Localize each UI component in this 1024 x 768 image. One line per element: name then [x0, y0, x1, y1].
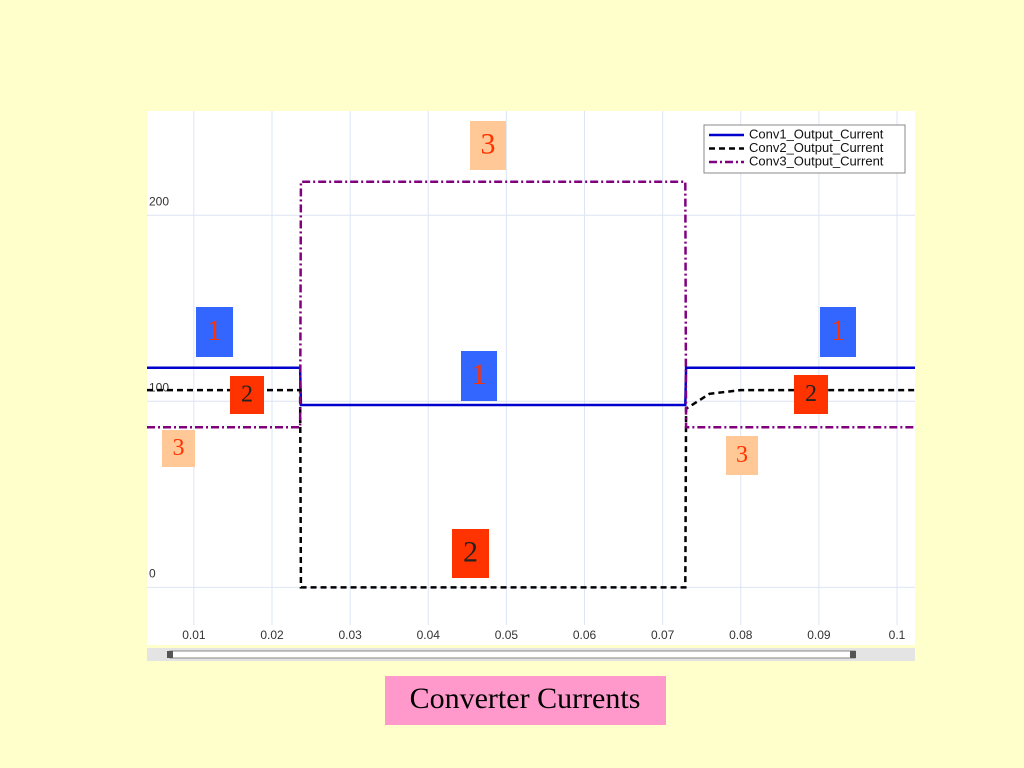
- plot-lines: [147, 180, 915, 589]
- annotation-label: 3: [481, 127, 496, 160]
- annotation-box: [452, 529, 489, 578]
- annotation-box: [470, 121, 506, 170]
- scrollbar: [147, 648, 915, 661]
- series-line: [147, 388, 915, 589]
- annotation-box: [726, 436, 758, 475]
- x-tick-label: 0.06: [573, 628, 597, 642]
- annotation-box: [230, 376, 264, 414]
- caption-box: [385, 676, 666, 725]
- x-tick-label: 0.01: [182, 628, 206, 642]
- annotation-label: 3: [736, 442, 748, 468]
- caption: Converter Currents: [410, 682, 641, 715]
- x-tick-label: 0.03: [338, 628, 362, 642]
- annotation-label: 1: [831, 314, 846, 347]
- legend-label: Conv1_Output_Current: [749, 126, 884, 141]
- x-tick-label: 0.07: [651, 628, 675, 642]
- annotation-label: 1: [207, 314, 222, 347]
- x-tick-label: 0.09: [807, 628, 831, 642]
- annotation-label: 1: [472, 358, 487, 391]
- annotation-label: 2: [463, 535, 478, 568]
- y-tick-label: 100: [149, 380, 169, 394]
- annotation-box: [794, 375, 828, 414]
- x-tick-label: 0.05: [495, 628, 519, 642]
- x-tick-label: 0.02: [260, 628, 284, 642]
- annotation-label: 3: [173, 435, 185, 461]
- annotation-label: 2: [805, 381, 817, 407]
- annotation-box: [820, 307, 856, 357]
- x-tick-label: 0.04: [417, 628, 441, 642]
- x-tick-label: 0.08: [729, 628, 753, 642]
- y-tick-label: 200: [149, 194, 169, 208]
- y-tick-label: 0: [149, 566, 156, 580]
- legend-label: Conv3_Output_Current: [749, 153, 884, 168]
- series-line: [147, 180, 915, 429]
- annotation-box: [461, 351, 497, 401]
- annotation-label: 2: [241, 382, 253, 408]
- plot-area: [147, 111, 915, 645]
- annotation-box: [162, 430, 195, 467]
- x-tick-label: 0.1: [889, 628, 906, 642]
- annotation-box: [196, 307, 233, 357]
- legend: Conv1_Output_CurrentConv2_Output_Current…: [703, 124, 906, 174]
- legend-box: [703, 124, 906, 174]
- legend-label: Conv2_Output_Current: [749, 140, 884, 155]
